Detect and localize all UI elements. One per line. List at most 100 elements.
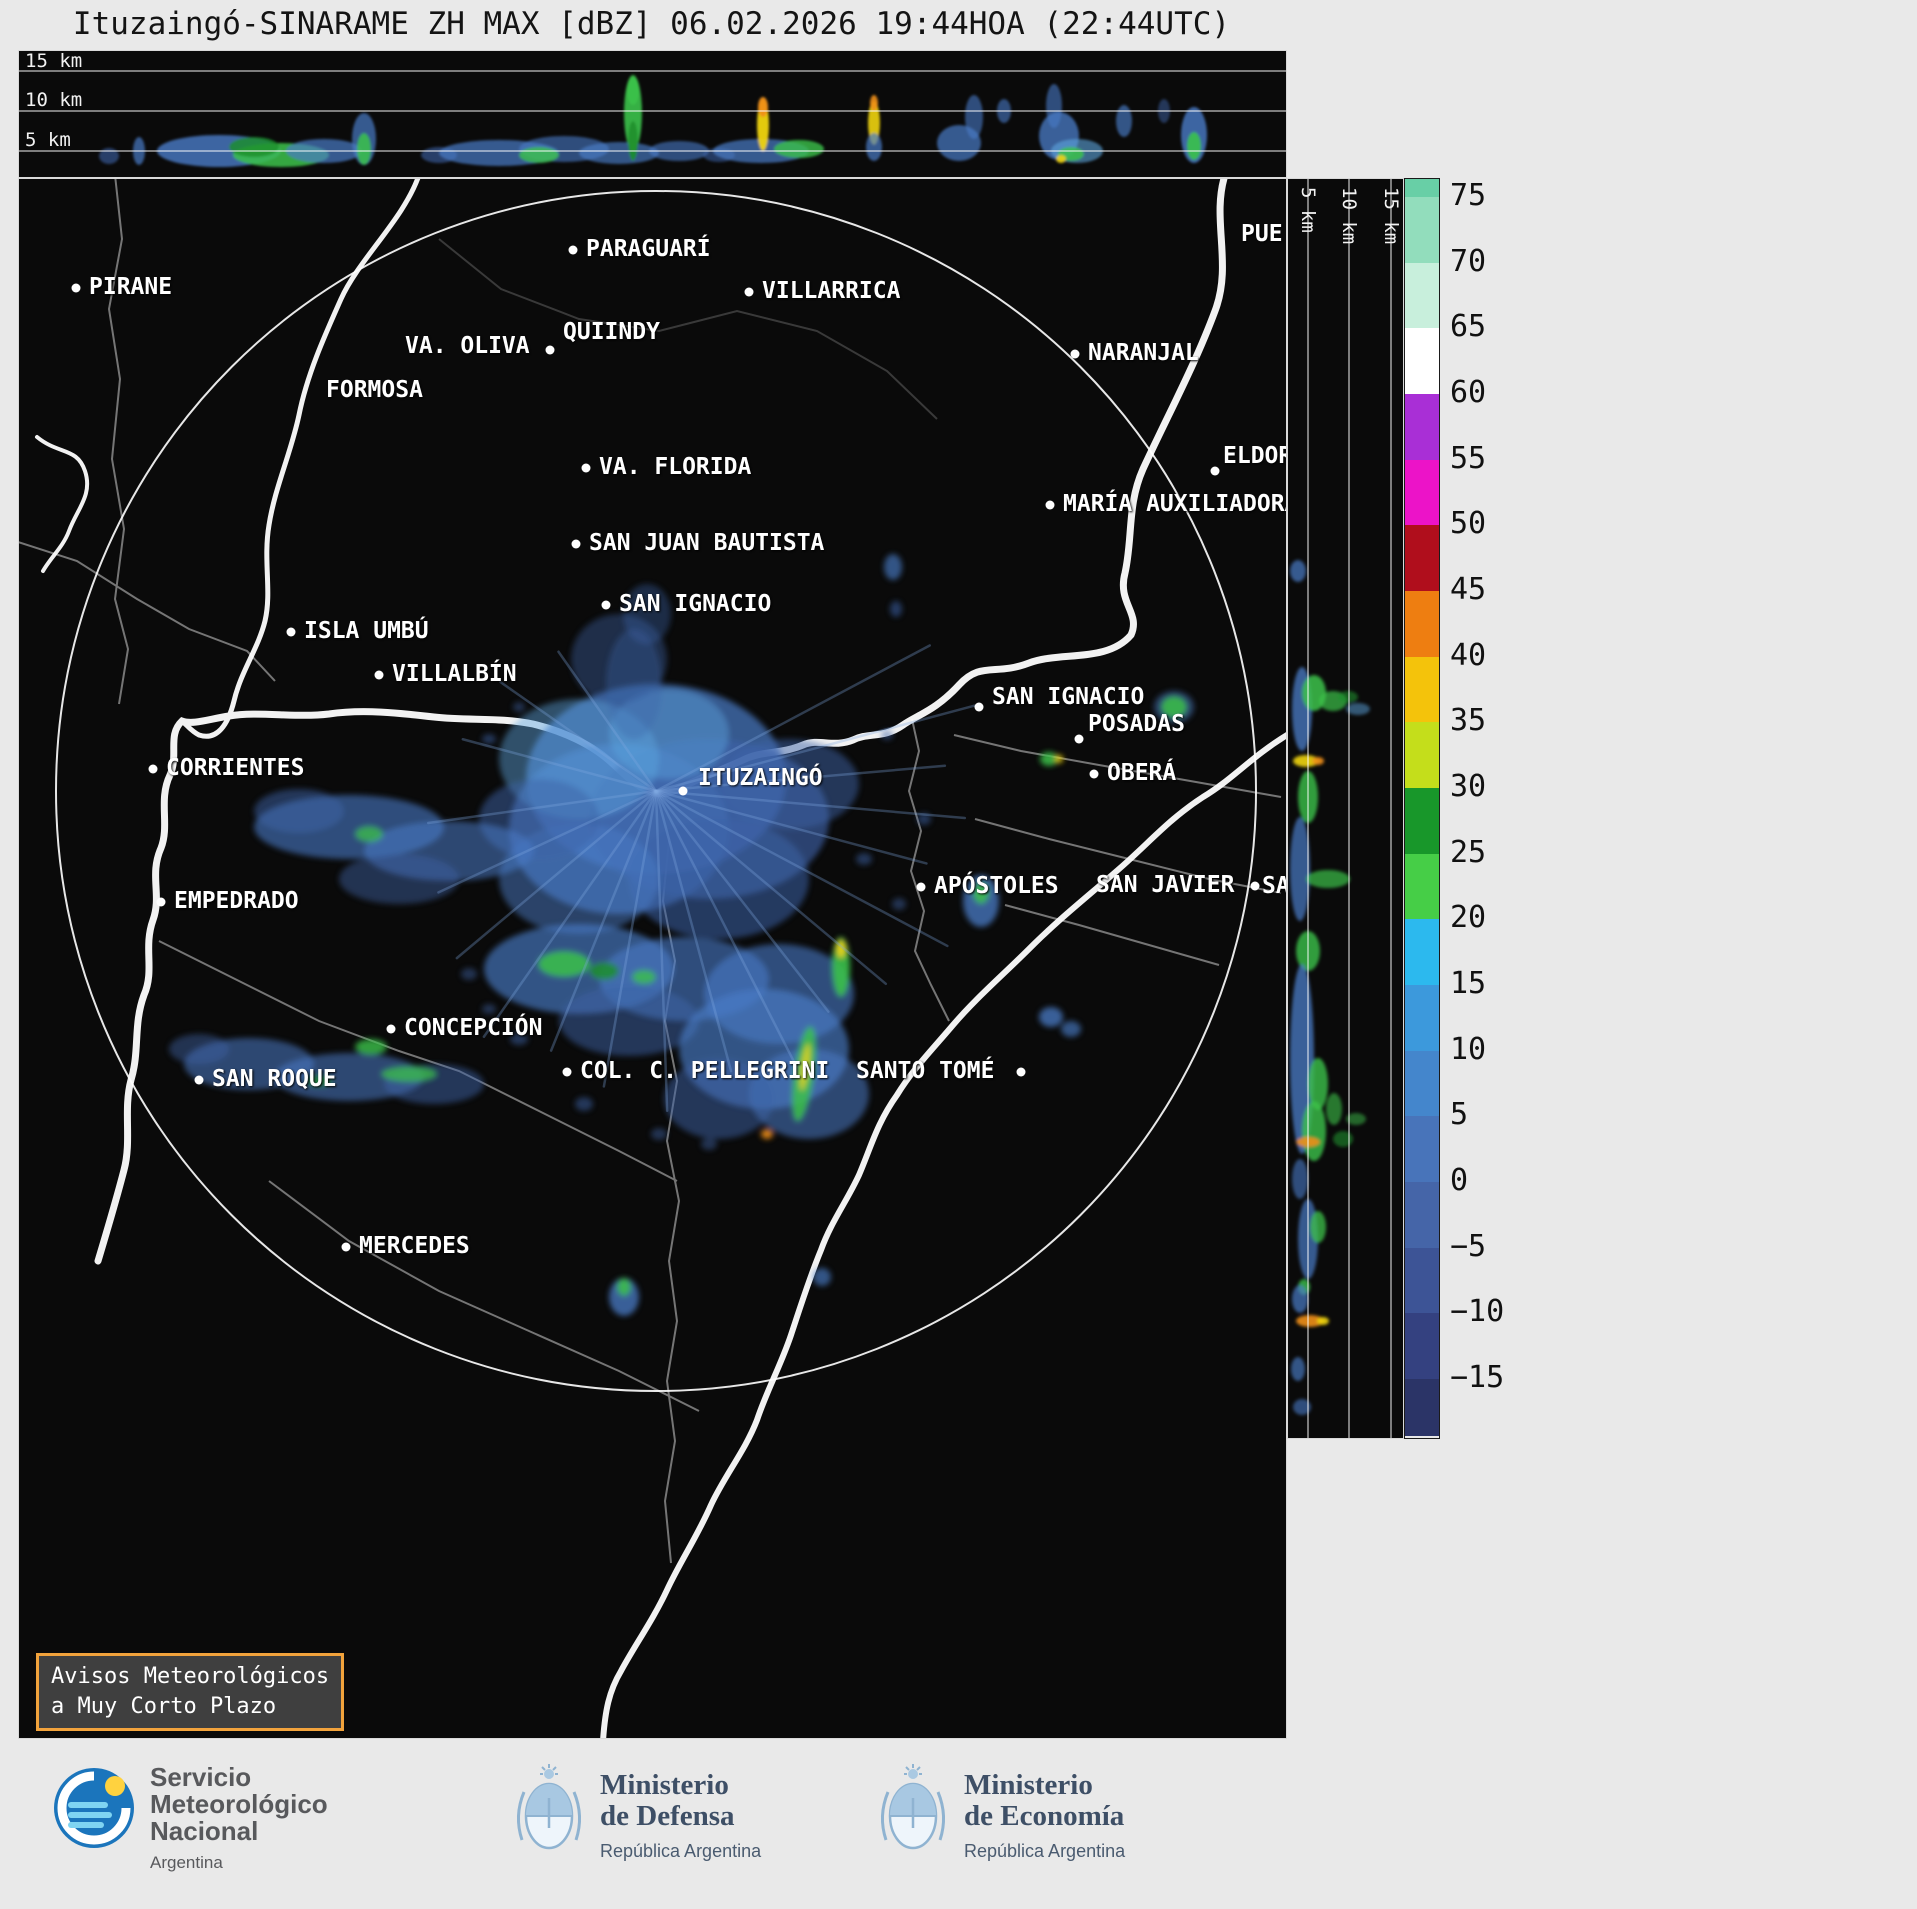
colorbar-tick: 40 <box>1450 637 1487 673</box>
ministerio-sub: República Argentina <box>964 1841 1126 1861</box>
ray-streak <box>455 789 658 960</box>
echo-cell <box>461 968 477 980</box>
echo-cell <box>1291 1357 1305 1381</box>
colorbar-segment <box>1405 590 1439 657</box>
echo-cell <box>719 739 859 829</box>
city-label: CORRIENTES <box>166 755 305 781</box>
colorbar-tick: 30 <box>1450 769 1487 804</box>
city-label: QUIINDY <box>563 319 660 345</box>
top-panel-echoes <box>99 75 1207 167</box>
ray-streak <box>654 789 830 1013</box>
city-dot <box>678 786 688 796</box>
echo-cell <box>799 1043 811 1091</box>
radar-ray-streaks <box>426 644 977 1113</box>
colorbar-segment <box>1405 1181 1439 1248</box>
city-dot <box>156 897 166 907</box>
colorbar-tick: −15 <box>1450 1360 1505 1395</box>
city-label: PUE <box>1241 221 1283 247</box>
echo-cell <box>774 140 824 158</box>
echo-cell <box>632 970 656 984</box>
ministerio-line: Ministerio <box>964 1769 1093 1801</box>
city-dot <box>562 1067 572 1077</box>
height-label: 10 km <box>25 89 83 111</box>
echo-cell <box>1302 1101 1326 1161</box>
ray-streak <box>654 789 733 1073</box>
ray-streak <box>654 789 669 1113</box>
city-label: NARANJAL <box>1088 340 1199 366</box>
city-dot <box>744 287 754 297</box>
echo-cell <box>1296 1315 1324 1327</box>
echo-cell <box>870 95 878 111</box>
echo-cell <box>701 1138 717 1150</box>
ray-streak <box>557 650 658 793</box>
colorbar-segment <box>1405 787 1439 854</box>
range-ring <box>55 190 1257 1392</box>
city-label: SAN JUAN BAUTISTA <box>589 530 825 556</box>
city-label: VA. FLORIDA <box>599 454 752 480</box>
colorbar-tick-labels: 75 70 65 60 55 50 45 40 35 30 25 20 15 10 5 0 −5 −10 −15 <box>1450 178 1534 1437</box>
echo-cell <box>1055 755 1063 763</box>
echo-cell <box>1312 757 1324 765</box>
height-label: 5 km <box>25 129 71 151</box>
echo-cell <box>1116 105 1132 137</box>
echo-cell <box>628 121 638 161</box>
smn-line: Meteorológico <box>150 1789 328 1819</box>
city-dot <box>1089 769 1099 779</box>
echo-cell <box>1046 84 1062 128</box>
colorbar-segment <box>1405 179 1439 197</box>
ray-streak <box>654 789 798 1069</box>
colorbar-tick: 70 <box>1450 243 1487 279</box>
ministerio-line: de Defensa <box>600 1800 735 1832</box>
city-label: VA. OLIVA <box>405 333 530 359</box>
ray-streak <box>602 789 658 1088</box>
city-label: MERCEDES <box>359 1233 470 1259</box>
echo-cell <box>1292 1159 1308 1199</box>
echo-cell <box>482 1004 496 1014</box>
city-dot <box>1074 734 1084 744</box>
smn-line: Nacional <box>150 1816 259 1846</box>
right-panel-echoes <box>1290 560 1370 1415</box>
echo-cell <box>1293 1399 1311 1415</box>
right-profile-svg <box>1290 179 1392 1438</box>
colorbar-gradient <box>1404 178 1440 1439</box>
city-dot <box>386 1024 396 1034</box>
echo-cell <box>1317 1317 1329 1325</box>
echo-cell <box>579 142 659 164</box>
colorbar-segment <box>1405 197 1439 263</box>
echo-cell <box>305 1075 333 1087</box>
city-label: PIRANE <box>89 274 173 300</box>
colorbar-tick: 45 <box>1450 572 1487 607</box>
echo-cell <box>1039 1007 1063 1027</box>
smn-line: Servicio <box>150 1762 252 1792</box>
colorbar-segment <box>1405 393 1439 460</box>
colorbar-tick: 10 <box>1450 1031 1487 1067</box>
city-dot <box>601 600 611 610</box>
colorbar-segment <box>1405 722 1439 788</box>
echo-cell <box>519 147 559 163</box>
echo-cell <box>1293 755 1319 767</box>
radar-map-panel: PIRANE PARAGUARÍ VILLARRICA VA. OLIVA QUIIND… <box>18 178 1287 1739</box>
height-label: 15 km <box>25 50 83 72</box>
echo-cell <box>357 133 371 165</box>
vertical-profile-right-panel: 5 km 10 km 15 km <box>1287 178 1404 1439</box>
radar-map-svg <box>19 179 1286 1738</box>
ministerio-defensa-wordmark: Ministerio de Defensa República Argentin… <box>600 1770 761 1867</box>
echo-cell <box>1308 1058 1328 1110</box>
warnings-line1: Avisos Meteorológicos <box>51 1664 330 1689</box>
echo-cell <box>836 940 846 958</box>
echo-cell <box>99 148 119 164</box>
page-title: Ituzaingó-SINARAME ZH MAX [dBZ] 06.02.20… <box>72 6 1231 42</box>
colorbar-tick: −10 <box>1450 1294 1505 1330</box>
ray-streak <box>549 789 658 1052</box>
echo-cell <box>892 898 906 910</box>
ministerio-line: Ministerio <box>600 1769 729 1801</box>
colorbar-segment <box>1405 1378 1439 1436</box>
height-gridlines <box>19 70 1286 152</box>
city-label: PARAGUARÍ <box>586 236 711 262</box>
ray-streak <box>461 737 658 793</box>
echo-cell <box>513 702 525 712</box>
smn-logo <box>54 1768 134 1848</box>
colorbar-segment <box>1405 853 1439 920</box>
warnings-banner: Avisos Meteorológicos a Muy Corto Plazo <box>36 1653 345 1731</box>
echo-cell <box>1040 752 1058 766</box>
